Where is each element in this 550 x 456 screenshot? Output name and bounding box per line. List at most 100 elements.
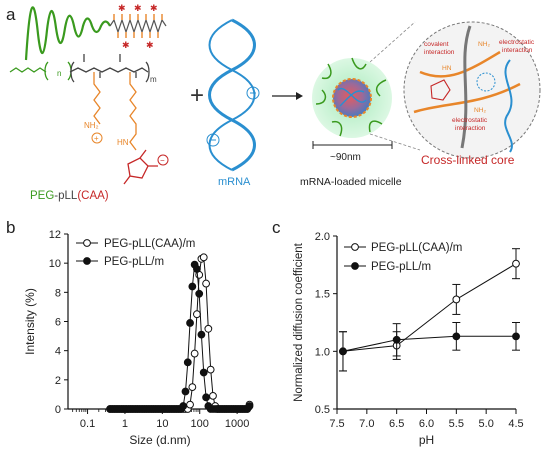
data-point	[209, 391, 217, 400]
electrostatic-bottom-line-2: interaction	[455, 125, 486, 132]
micelle-label: mRNA-loaded micelle	[300, 176, 402, 188]
y-tick-label: 0.5	[315, 404, 330, 416]
series-line	[342, 263, 517, 352]
legend-label: PEG-pLL(CAA)/m	[371, 242, 462, 254]
y-tick-label: 6	[55, 317, 61, 329]
size-bracket	[312, 141, 393, 149]
data-point	[199, 368, 208, 377]
panel-b-letter: b	[6, 218, 15, 237]
mrna-label: mRNA	[218, 176, 251, 188]
data-point	[190, 349, 199, 358]
chart-b: 0 2 4 6 8 10 12 0.1 1 10 100 1000 Size (d.nm) Intensi…	[23, 229, 254, 447]
data-point	[452, 332, 461, 341]
data-point	[204, 324, 213, 333]
x-tick-label: 100	[191, 418, 209, 430]
chart-c: 0.5 1.0 1.5 2.0 7.5 7.0 6.5 6.0 5.5 5.0 4.5 pH Norma…	[293, 231, 524, 447]
data-point	[179, 402, 188, 410]
x-tick-label: 7.5	[329, 418, 344, 430]
panel-a: a ✱ ✱ ✱ ✱ ✱	[6, 3, 541, 202]
legend-marker	[83, 239, 91, 247]
star-mark: ✱	[150, 3, 158, 13]
x-axis-label: pH	[419, 433, 434, 447]
x-tick-label: 1	[122, 418, 128, 430]
legend: PEG-pLL(CAA)/m PEG-pLL/m	[76, 238, 195, 268]
y-tick-label: 0	[55, 404, 61, 416]
inset-labels: covalent interaction electrostatic interac…	[424, 39, 535, 132]
polymer-label: PEG-pLL(CAA)	[30, 190, 109, 202]
data-point	[202, 393, 210, 402]
data-point	[186, 319, 194, 327]
electrostatic-top-line-1: electrostatic	[499, 39, 535, 46]
core-inset	[403, 21, 541, 159]
micelle	[312, 57, 392, 138]
peg-wave	[24, 6, 111, 61]
electrostatic-top-line-2: interaction	[502, 47, 533, 54]
data-point	[245, 402, 254, 410]
x-tick-label: 6.5	[389, 418, 404, 430]
legend-marker	[83, 257, 91, 265]
y-tick-label: 2	[55, 375, 61, 387]
panel-c: c 0.5 1.0 1.5 2.0 7.5 7.0 6.5 6.0 5.5 5.0 4.5 pH Nor…	[272, 218, 524, 447]
electrostatic-bottom-label: electrostatic interaction	[452, 117, 488, 132]
positive-charge-symbol: +	[94, 134, 99, 143]
data-point	[202, 279, 210, 288]
legend-label: PEG-pLL/m	[104, 256, 164, 268]
data-point	[512, 259, 520, 268]
legend-marker	[351, 262, 359, 270]
electrostatic-bottom-line-1: electrostatic	[452, 117, 488, 124]
y-axis-label: Normalized diffusion coefficient	[293, 242, 305, 402]
y-tick-label: 1.5	[315, 289, 330, 301]
plus-sign: +	[190, 82, 204, 109]
star-mark: ✱	[122, 40, 130, 50]
reaction-arrow	[272, 92, 303, 100]
x-tick-label: 0.1	[80, 418, 95, 430]
data-point	[195, 289, 204, 298]
x-tick-label: 1000	[225, 418, 249, 430]
data-point	[181, 387, 190, 396]
panel-b: b 0 2 4 6 8 10 12 0.1 1 10 100 1000 Size (d.nm) Inten…	[6, 218, 254, 447]
inset-nh2-bottom: NH₂	[474, 107, 487, 114]
polymer-pll: pLL	[58, 190, 78, 202]
x-tick-label: 5.0	[479, 418, 494, 430]
data-point	[206, 365, 215, 374]
data-point	[188, 383, 197, 392]
polymer-peg: PEG	[30, 190, 54, 202]
data-point	[193, 265, 201, 273]
y-tick-label: 1.0	[315, 346, 330, 358]
mrna-helix	[206, 18, 260, 172]
polymer-caa: (CAA)	[77, 190, 108, 202]
amine-label: NH₂	[84, 121, 99, 130]
covalent-line-1: covalent	[424, 41, 449, 48]
covalent-label: covalent interaction	[424, 41, 455, 56]
electrostatic-top-label: electrostatic interaction	[499, 39, 535, 54]
panel-a-letter: a	[6, 5, 16, 24]
pll-chain-sketch: ✱ ✱ ✱ ✱ ✱	[109, 3, 167, 50]
series-line	[110, 256, 250, 410]
x-axis-label: Size (d.nm)	[129, 433, 190, 447]
data-point	[199, 253, 208, 262]
legend-label: PEG-pLL(CAA)/m	[104, 238, 195, 250]
series-1	[338, 322, 520, 372]
data-point	[452, 295, 461, 304]
data-point	[186, 400, 194, 409]
chem-labels: n m NH₂ + HN −	[57, 69, 169, 166]
y-tick-label: 12	[49, 229, 61, 241]
inset-nh2: NH₂	[478, 41, 491, 48]
core-label: Cross-linked core	[421, 153, 515, 167]
covalent-line-2: interaction	[424, 49, 455, 56]
x-tick-label: 7.0	[359, 418, 374, 430]
panel-c-letter: c	[272, 218, 281, 237]
y-tick-label: 2.0	[315, 231, 330, 243]
data-point	[197, 330, 206, 339]
legend-marker	[351, 243, 359, 251]
data-point	[193, 310, 201, 319]
zoom-line-bottom	[369, 133, 421, 151]
y-tick-label: 4	[55, 346, 61, 358]
data-point	[188, 282, 197, 291]
positive-charge-icon	[91, 132, 103, 144]
zoom-line-top	[369, 21, 416, 63]
negative-charge-symbol: −	[160, 156, 165, 165]
y-tick-label: 8	[55, 287, 61, 299]
negative-charge-icon	[157, 154, 169, 166]
